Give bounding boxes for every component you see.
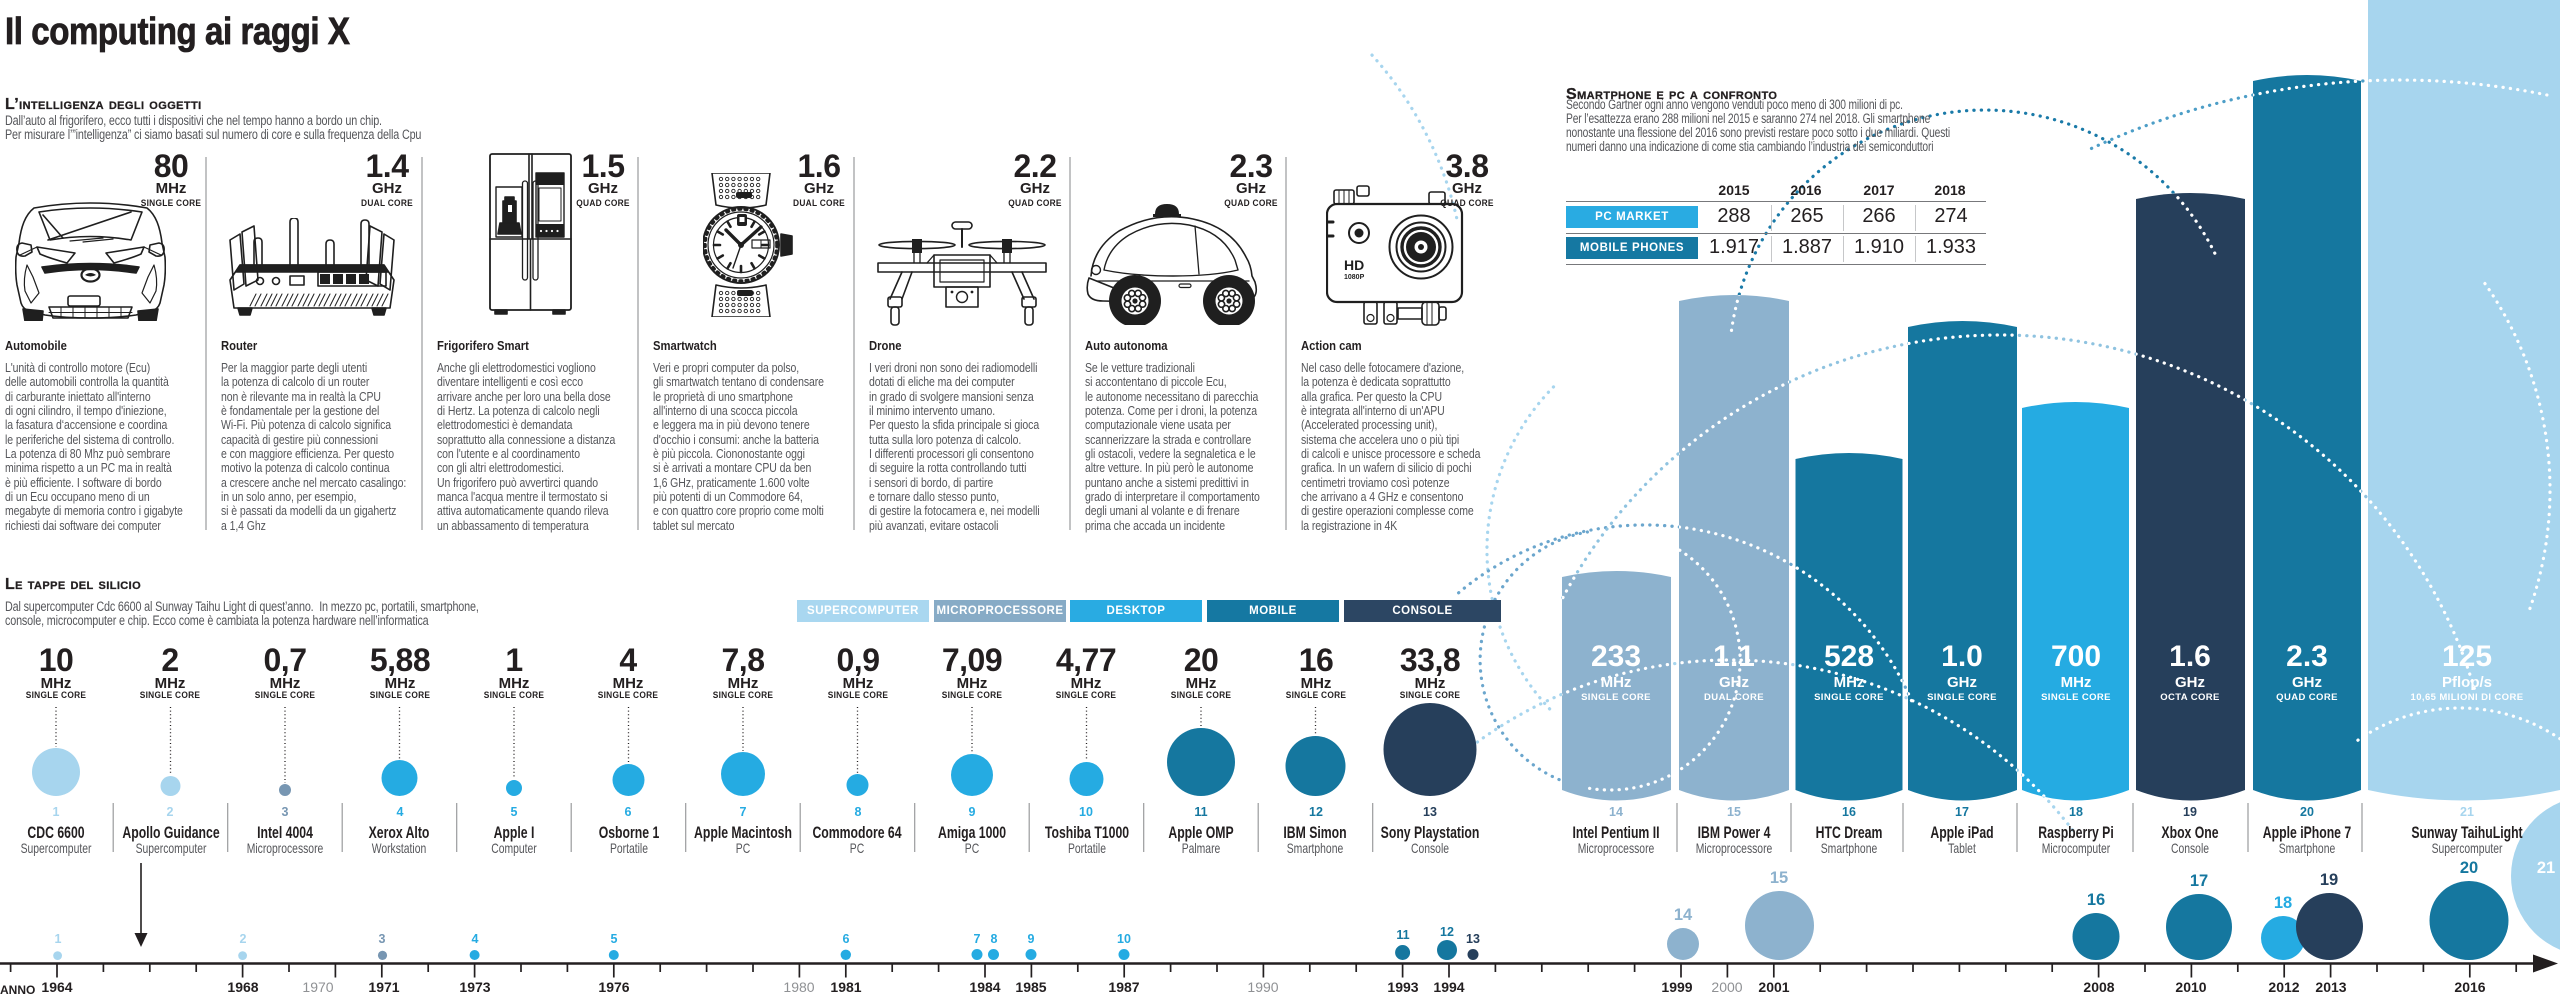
svg-text:1080P: 1080P — [1344, 274, 1365, 281]
svg-text:HD: HD — [1344, 257, 1364, 273]
